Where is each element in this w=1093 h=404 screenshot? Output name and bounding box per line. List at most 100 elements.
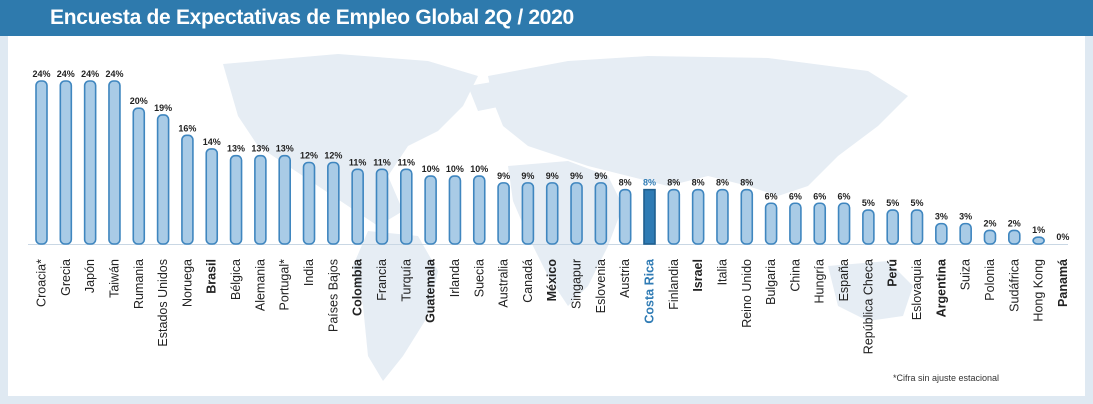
category-label-canada: Canadá — [521, 259, 535, 303]
world-map-background — [223, 54, 913, 381]
value-label-italia: 8% — [716, 178, 729, 188]
bar-colombia — [351, 168, 364, 245]
category-label-peru: Perú — [886, 259, 900, 287]
bar-guatemala — [424, 175, 437, 245]
value-label-belgica: 13% — [227, 144, 245, 154]
category-label-polonia: Polonia — [983, 259, 997, 301]
bar-suiza — [959, 222, 972, 245]
value-label-guatemala: 10% — [422, 164, 440, 174]
value-label-grecia: 24% — [57, 69, 75, 79]
bar-francia — [375, 168, 389, 245]
chart-title: Encuesta de Expectativas de Empleo Globa… — [50, 6, 574, 29]
value-label-finlandia: 8% — [667, 178, 680, 188]
bar-canada — [521, 182, 535, 245]
value-label-suecia: 10% — [470, 164, 488, 174]
footnote: *Cifra sin ajuste estacional — [893, 373, 1000, 383]
category-label-italia: Italia — [715, 259, 729, 285]
bar-reino-unido — [740, 188, 754, 245]
bar-suecia — [472, 175, 486, 245]
category-label-panama: Panamá — [1056, 259, 1070, 307]
category-label-costa-rica: Costa Rica — [643, 258, 657, 324]
category-label-suiza: Suiza — [959, 259, 973, 290]
category-label-singapur: Singapur — [570, 259, 584, 309]
category-label-estados-unidos: Estados Unidos — [156, 259, 170, 347]
bar-eslovaquia — [910, 209, 924, 245]
bar-india — [302, 161, 316, 245]
value-label-francia: 11% — [373, 157, 391, 167]
bar-austria — [618, 188, 632, 245]
bar-brasil — [205, 148, 219, 245]
category-label-austria: Austria — [618, 259, 632, 298]
bar-eslovenia — [594, 182, 608, 245]
bar-japon — [83, 80, 97, 245]
value-label-estados-unidos: 19% — [154, 103, 172, 113]
value-label-india: 12% — [300, 151, 318, 161]
category-label-colombia: Colombia — [351, 258, 365, 316]
category-label-reino-unido: Reino Unido — [740, 259, 754, 328]
bar-sudafrica — [1007, 229, 1021, 245]
category-label-guatemala: Guatemala — [424, 258, 438, 323]
category-label-brasil: Brasil — [205, 259, 219, 294]
value-label-argentina: 3% — [935, 212, 948, 222]
bar-argentina — [935, 222, 948, 245]
category-label-india: India — [302, 259, 316, 286]
value-label-canada: 9% — [521, 171, 534, 181]
bar-polonia — [983, 229, 997, 245]
value-label-polonia: 2% — [983, 218, 996, 228]
value-label-republica-checa: 5% — [862, 198, 875, 208]
value-label-hong-kong: 1% — [1032, 225, 1045, 235]
value-label-alemania: 13% — [251, 144, 269, 154]
category-label-suecia: Suecia — [472, 259, 486, 297]
value-label-turquia: 11% — [398, 157, 416, 167]
bar-republica-checa — [862, 209, 875, 245]
category-label-hungria: Hungría — [813, 259, 827, 304]
bar-italia — [716, 188, 729, 245]
category-label-rumania: Rumania — [132, 259, 146, 309]
value-label-japon: 24% — [81, 69, 99, 79]
bar-mexico — [545, 182, 559, 245]
bar-taiwan — [108, 80, 121, 245]
bar-noruega — [181, 134, 194, 245]
bar-australia — [497, 182, 510, 245]
category-label-bulgaria: Bulgaria — [764, 259, 778, 305]
header-bar: Encuesta de Expectativas de Empleo Globa… — [0, 0, 1093, 36]
category-label-israel: Israel — [691, 259, 705, 292]
category-label-portugal: Portugal* — [278, 259, 292, 311]
bar-espana — [837, 202, 851, 245]
value-label-israel: 8% — [692, 178, 705, 188]
bar-turquia — [399, 168, 413, 245]
value-label-colombia: 11% — [349, 157, 367, 167]
value-label-australia: 9% — [497, 171, 510, 181]
bar-paises-bajos — [327, 161, 340, 245]
value-label-irlanda: 10% — [446, 164, 464, 174]
bar-hungria — [813, 202, 827, 245]
value-label-sudafrica: 2% — [1008, 218, 1021, 228]
bar-peru — [886, 209, 900, 245]
category-label-noruega: Noruega — [180, 259, 194, 307]
category-label-espana: España — [837, 259, 851, 301]
category-label-china: China — [788, 259, 802, 292]
value-labels-layer: 24% 24% 24% 24% 20% 19% 16% 14% 13% 13% 13% 12% 12% 1… — [32, 69, 1069, 242]
category-label-hong-kong: Hong Kong — [1032, 259, 1046, 322]
category-label-croacia: Croacia* — [35, 259, 49, 307]
value-label-reino-unido: 8% — [740, 178, 753, 188]
bar-finlandia — [667, 188, 681, 245]
value-label-eslovaquia: 5% — [911, 198, 924, 208]
value-label-paises-bajos: 12% — [324, 151, 342, 161]
value-label-china: 6% — [789, 191, 802, 201]
value-label-hungria: 6% — [813, 191, 826, 201]
category-label-australia: Australia — [497, 259, 511, 308]
bar-israel — [691, 188, 705, 245]
bar-grecia — [59, 80, 73, 245]
bar-belgica — [229, 154, 243, 245]
value-label-taiwan: 24% — [105, 69, 123, 79]
value-label-espana: 6% — [838, 191, 851, 201]
value-label-peru: 5% — [886, 198, 899, 208]
bar-portugal — [278, 154, 292, 245]
value-label-noruega: 16% — [178, 123, 196, 133]
value-label-brasil: 14% — [203, 137, 221, 147]
category-label-grecia: Grecia — [59, 259, 73, 296]
category-label-francia: Francia — [375, 259, 389, 301]
category-label-eslovenia: Eslovenia — [594, 259, 608, 313]
